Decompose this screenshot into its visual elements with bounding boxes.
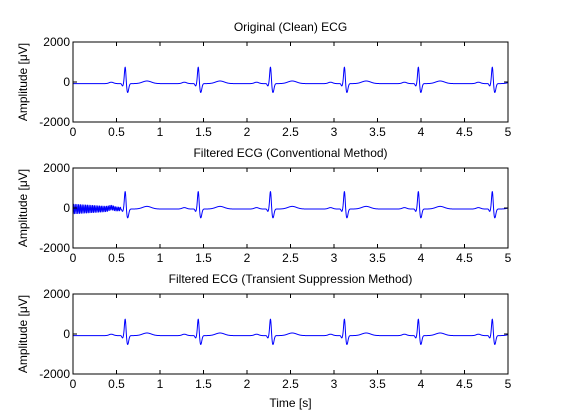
- x-tick-label: 3.5: [369, 251, 386, 265]
- plot-area: [72, 167, 509, 249]
- x-tick-label: 1.5: [195, 125, 212, 139]
- x-tick-label: 5: [505, 251, 512, 265]
- y-axis-label: Amplitude [μV]: [16, 295, 30, 373]
- x-tick-label: 0.5: [108, 125, 125, 139]
- x-tick-label: 1: [157, 125, 164, 139]
- x-tick-label: 4: [418, 251, 425, 265]
- x-tick-label: 2.5: [282, 377, 299, 391]
- y-tick-label: 0: [63, 327, 70, 341]
- x-tick-label: 3.5: [369, 377, 386, 391]
- y-tick-label: 2000: [43, 287, 70, 301]
- x-tick-label: 5: [505, 377, 512, 391]
- x-tick-label: 2.5: [282, 125, 299, 139]
- y-tick-label: 0: [63, 75, 70, 89]
- x-tick-label: 2: [244, 125, 251, 139]
- x-tick-label: 2: [244, 377, 251, 391]
- x-tick-label: 1: [157, 377, 164, 391]
- subplot-2: 0 0.5 1 1.5 2 2.5 3 3.5 4 4.5 5-200002000Filtered …: [16, 146, 512, 265]
- plot-area: [72, 41, 509, 123]
- x-tick-label: 2.5: [282, 251, 299, 265]
- subplot-title: Original (Clean) ECG: [234, 20, 347, 34]
- x-tick-label: 4.5: [456, 251, 473, 265]
- x-tick-label: 0.5: [108, 377, 125, 391]
- ecg-trace: [72, 66, 509, 93]
- y-axis-label: Amplitude [μV]: [16, 169, 30, 247]
- y-tick-label: 2000: [43, 161, 70, 175]
- ecg-trace: [72, 191, 509, 219]
- y-tick-label: 2000: [43, 35, 70, 49]
- y-axis-label: Amplitude [μV]: [16, 43, 30, 121]
- plot-area: [72, 293, 509, 375]
- x-tick-label: 5: [505, 125, 512, 139]
- x-tick-label: 4.5: [456, 377, 473, 391]
- subplot-1: 0 0.5 1 1.5 2 2.5 3 3.5 4 4.5 5-200002000Original …: [16, 20, 512, 139]
- x-tick-label: 2: [244, 251, 251, 265]
- x-tick-label: 0: [70, 251, 77, 265]
- y-tick-label: -2000: [39, 115, 70, 129]
- x-tick-label: 3: [331, 251, 338, 265]
- subplot-title: Filtered ECG (Transient Suppression Meth…: [169, 272, 413, 286]
- x-tick-label: 1: [157, 251, 164, 265]
- x-tick-label: 3: [331, 125, 338, 139]
- x-tick-label: 4.5: [456, 125, 473, 139]
- x-axis-label: Time [s]: [269, 396, 311, 410]
- x-tick-label: 3.5: [369, 125, 386, 139]
- x-tick-label: 0.5: [108, 251, 125, 265]
- subplot-title: Filtered ECG (Conventional Method): [193, 146, 387, 160]
- x-tick-label: 0: [70, 125, 77, 139]
- y-tick-label: 0: [63, 201, 70, 215]
- x-tick-label: 0: [70, 377, 77, 391]
- x-tick-label: 4: [418, 377, 425, 391]
- x-tick-label: 3: [331, 377, 338, 391]
- x-tick-label: 4: [418, 125, 425, 139]
- ecg-trace: [72, 318, 509, 345]
- y-tick-label: -2000: [39, 241, 70, 255]
- y-tick-label: -2000: [39, 367, 70, 381]
- x-tick-label: 1.5: [195, 377, 212, 391]
- x-tick-label: 1.5: [195, 251, 212, 265]
- subplot-3: 0 0.5 1 1.5 2 2.5 3 3.5 4 4.5 5-200002000Filtered …: [16, 272, 512, 410]
